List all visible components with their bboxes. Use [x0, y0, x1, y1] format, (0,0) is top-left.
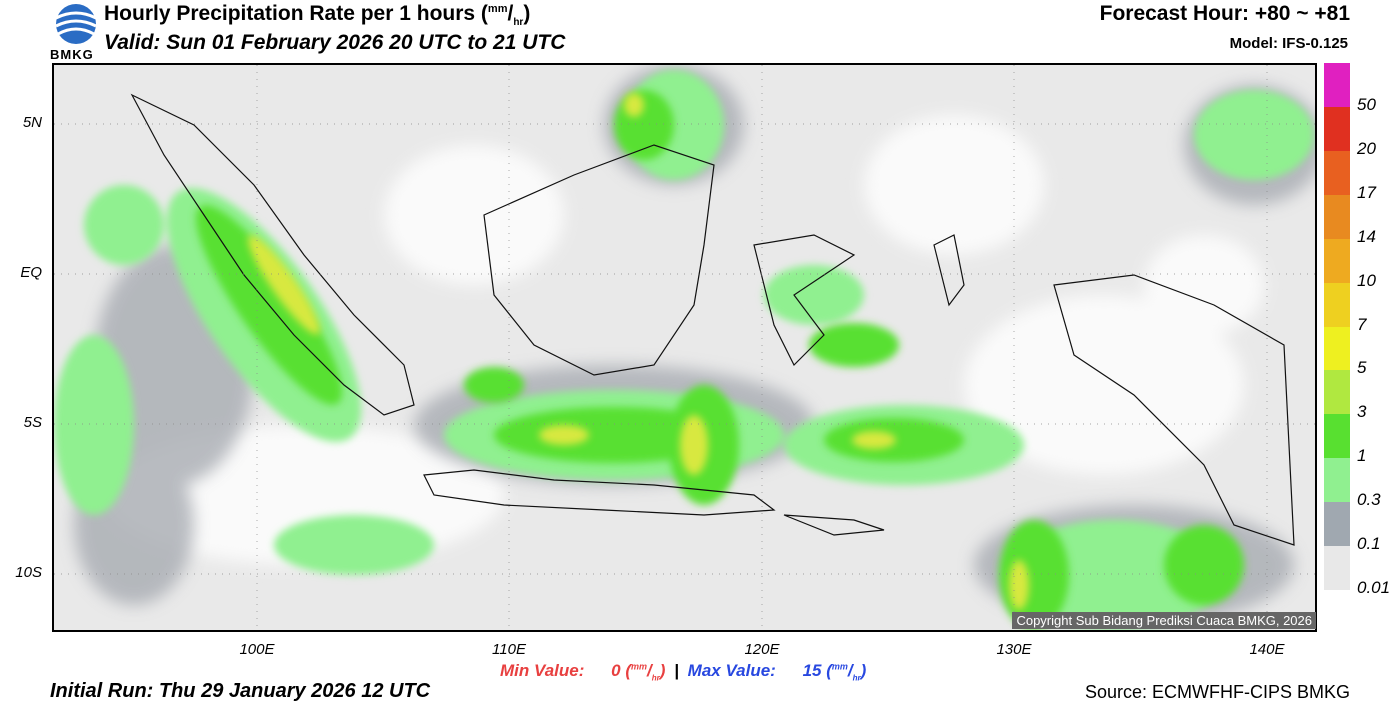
java-outline: [423, 469, 776, 516]
colorbar-segment: [1324, 194, 1350, 240]
grid-dots: [54, 65, 1315, 630]
lon-label-140e: 140E: [1249, 641, 1285, 658]
max-value: 15: [802, 661, 822, 680]
halmahera-outline: [933, 234, 965, 307]
title-text: Hourly Precipitation Rate per 1 hours: [104, 2, 476, 25]
colorbar-label: 0.3: [1357, 490, 1381, 510]
separator: |: [674, 661, 679, 680]
colorbar-label: 5: [1357, 358, 1367, 378]
title-unit-den: hr: [513, 17, 524, 29]
colorbar-label: 10: [1357, 270, 1376, 290]
model-name: Model: IFS-0.125: [1229, 35, 1348, 52]
colorbar-segment: [1324, 414, 1350, 459]
lon-label-110e: 110E: [492, 641, 526, 658]
colorbar-segment: [1324, 238, 1350, 284]
copyright-notice: Copyright Sub Bidang Prediksi Cuaca BMKG…: [1012, 612, 1316, 629]
valid-time: Valid: Sun 01 February 2026 20 UTC to 21…: [104, 31, 566, 54]
colorbar-segment: [1324, 458, 1350, 503]
coastlines: [130, 93, 1295, 546]
title-unit-num: mm: [487, 3, 508, 15]
colorbar-segment: [1324, 150, 1350, 196]
data-source: Source: ECMWFHF-CIPS BMKG: [1084, 682, 1350, 702]
sumatra-outline: [130, 93, 415, 416]
min-max-values: Min Value: 0 (mm/hr) | Max Value: 15 (mm…: [500, 661, 867, 683]
nusa-tenggara-outline: [783, 514, 885, 536]
map-canvas: [54, 65, 1315, 630]
lon-label-130e: 130E: [996, 641, 1032, 658]
precipitation-map[interactable]: [52, 63, 1317, 632]
forecast-hour: Forecast Hour: +80 ~ +81: [1099, 2, 1350, 25]
max-unit-num: mm: [831, 661, 848, 672]
colorbar-label: 20: [1357, 138, 1376, 158]
colorbar-segment: [1324, 502, 1350, 547]
initial-run: Initial Run: Thu 29 January 2026 12 UTC: [50, 680, 431, 702]
precip-yellow-areas: [248, 93, 1029, 610]
colorbar-segment: [1324, 106, 1350, 152]
min-unit-den: hr: [651, 673, 660, 683]
lat-label-5s: 5S: [23, 414, 42, 431]
lat-label-eq: EQ: [20, 264, 42, 281]
lat-label-5n: 5N: [22, 114, 42, 131]
bmkg-logo: [48, 0, 104, 62]
borneo-outline: [483, 144, 715, 376]
colorbar-label: 14: [1357, 226, 1376, 246]
colorbar-label: 0.01: [1357, 578, 1391, 597]
lat-label-10s: 10S: [15, 564, 42, 581]
bmkg-globe-icon: [55, 4, 97, 44]
min-value: 0: [611, 661, 621, 680]
colorbar-label: 0.1: [1357, 534, 1381, 554]
colorbar-segment: [1324, 282, 1350, 327]
sulawesi-outline: [753, 234, 856, 367]
colorbar-label: 50: [1357, 94, 1376, 114]
colorbar-segment: [1324, 326, 1350, 371]
colorbar-segment: [1324, 370, 1350, 415]
max-label: Max Value:: [687, 661, 776, 680]
colorbar-label: 17: [1357, 182, 1376, 202]
precip-white-areas: [104, 115, 1264, 565]
chart-title: Hourly Precipitation Rate per 1 hours (m…: [104, 2, 531, 29]
min-unit-num: mm: [631, 661, 648, 672]
colorbar-segment: [1324, 546, 1350, 591]
colorbar-label: 1: [1357, 446, 1367, 466]
logo-text: BMKG: [50, 47, 94, 62]
colorbar-label: 7: [1357, 314, 1367, 334]
colorbar-segment: [1324, 63, 1350, 108]
min-label: Min Value:: [500, 661, 585, 680]
max-unit-den: hr: [852, 673, 861, 683]
papua-outline: [1053, 274, 1295, 546]
colorbar-label: 3: [1357, 402, 1367, 422]
colorbar: [1324, 63, 1350, 591]
lon-label-100e: 100E: [239, 641, 275, 658]
lon-label-120e: 120E: [744, 641, 780, 658]
